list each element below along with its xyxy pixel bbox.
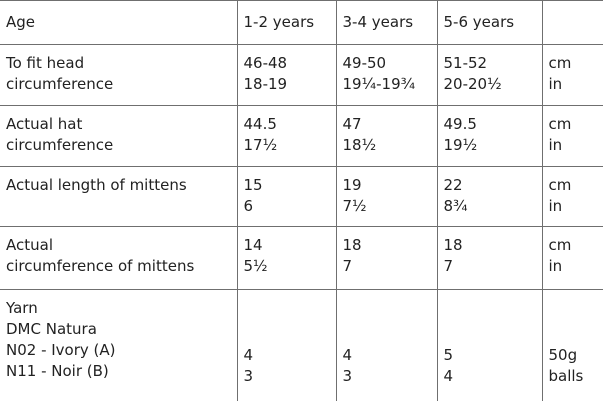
- cell-line: 6: [243, 197, 254, 215]
- row-label: Actual hat circumference: [0, 105, 238, 167]
- cell-line: 19¼-19¾: [342, 75, 416, 93]
- cell-line: DMC Natura: [6, 320, 97, 338]
- cell-line: 18: [342, 236, 362, 254]
- cell-line: 3: [342, 366, 353, 385]
- cell-line: 17½: [243, 136, 278, 154]
- cell: 19 7½: [335, 166, 438, 227]
- cell-line: cm: [548, 176, 572, 194]
- cell-line: 19½: [443, 136, 478, 154]
- cell-line: 14: [243, 236, 263, 254]
- cell-line: 19: [342, 176, 362, 194]
- cell: 49-50 19¼-19¾: [335, 44, 438, 106]
- cell-line: 49-50: [342, 54, 387, 72]
- table-row: Actual hat circumference 44.5 17½ 47 18½ 49.5 1…: [0, 105, 603, 167]
- header-row: Age 1-2 years 3-4 years 5-6 years: [0, 0, 603, 45]
- cell-line: 7: [443, 257, 454, 275]
- cell-line: 7: [342, 257, 353, 275]
- cell-line: To fit head: [6, 54, 85, 72]
- cell: 15 6: [236, 166, 337, 227]
- header-cell: [541, 0, 603, 45]
- table-row: Yarn DMC Natura N02 - Ivory (A) N11 - Noir …: [0, 289, 603, 401]
- cell-line: N02 - Ivory (A): [6, 341, 116, 359]
- cell-line: 51-52: [443, 54, 488, 72]
- cell-line: 7½: [342, 197, 367, 215]
- header-cell: 5-6 years: [436, 0, 543, 45]
- cell-line: 18½: [342, 136, 377, 154]
- cell: 50g balls: [541, 289, 603, 401]
- cell-line: 47: [342, 115, 362, 133]
- table-row: Actual length of mittens 15 6 19 7½ 22 8¾ cm in: [0, 166, 603, 227]
- cell-line: 5: [443, 345, 454, 364]
- cell-line: 49.5: [443, 115, 477, 133]
- row-label: Actual circumference of mittens: [0, 226, 238, 290]
- cell-line: 44.5: [243, 115, 277, 133]
- cell-line: in: [548, 257, 563, 275]
- cell-line: 50g: [548, 345, 578, 364]
- table-row: Actual circumference of mittens 14 5½ 18 7 18 7…: [0, 226, 603, 290]
- cell-line: 15: [243, 176, 263, 194]
- cell-line: cm: [548, 236, 572, 254]
- table-row: To fit head circumference 46-48 18-19 49-50 1…: [0, 44, 603, 106]
- cell-line: balls: [548, 366, 584, 385]
- cell: 14 5½: [236, 226, 337, 290]
- cell-line: 4: [342, 345, 353, 364]
- cell: 18 7: [436, 226, 543, 290]
- cell-line: in: [548, 75, 563, 93]
- cell: 18 7: [335, 226, 438, 290]
- cell-line: N11 - Noir (B): [6, 362, 109, 380]
- cell-line: circumference: [6, 136, 114, 154]
- header-cell: 1-2 years: [236, 0, 337, 45]
- cell-line: 4: [243, 345, 254, 364]
- cell-line: 18-19: [243, 75, 288, 93]
- cell-line: 22: [443, 176, 463, 194]
- header-cell: Age: [0, 0, 238, 45]
- cell: 22 8¾: [436, 166, 543, 227]
- cell: 51-52 20-20½: [436, 44, 543, 106]
- cell-line: circumference of mittens: [6, 257, 195, 275]
- cell-line: 20-20½: [443, 75, 502, 93]
- cell-line: circumference: [6, 75, 114, 93]
- row-label: Yarn DMC Natura N02 - Ivory (A) N11 - Noir …: [0, 289, 238, 401]
- row-label: Actual length of mittens: [0, 166, 238, 227]
- cell-line: Actual hat: [6, 115, 83, 133]
- cell: 47 18½: [335, 105, 438, 167]
- cell: 44.5 17½: [236, 105, 337, 167]
- cell-line: 8¾: [443, 197, 468, 215]
- row-label: To fit head circumference: [0, 44, 238, 106]
- cell-line: cm: [548, 115, 572, 133]
- cell: 46-48 18-19: [236, 44, 337, 106]
- cell-line: 3: [243, 366, 254, 385]
- cell-line: in: [548, 136, 563, 154]
- cell-line: Yarn: [6, 299, 38, 317]
- cell-line: 5½: [243, 257, 268, 275]
- cell: cm in: [541, 105, 603, 167]
- cell: cm in: [541, 226, 603, 290]
- header-cell: 3-4 years: [335, 0, 438, 45]
- cell-line: in: [548, 197, 563, 215]
- cell: cm in: [541, 44, 603, 106]
- cell-line: 46-48: [243, 54, 288, 72]
- cell-line: Actual length of mittens: [6, 176, 187, 194]
- cell-line: 4: [443, 366, 454, 385]
- cell-line: cm: [548, 54, 572, 72]
- cell-line: Actual: [6, 236, 53, 254]
- cell: cm in: [541, 166, 603, 227]
- cell: 49.5 19½: [436, 105, 543, 167]
- cell-line: 18: [443, 236, 463, 254]
